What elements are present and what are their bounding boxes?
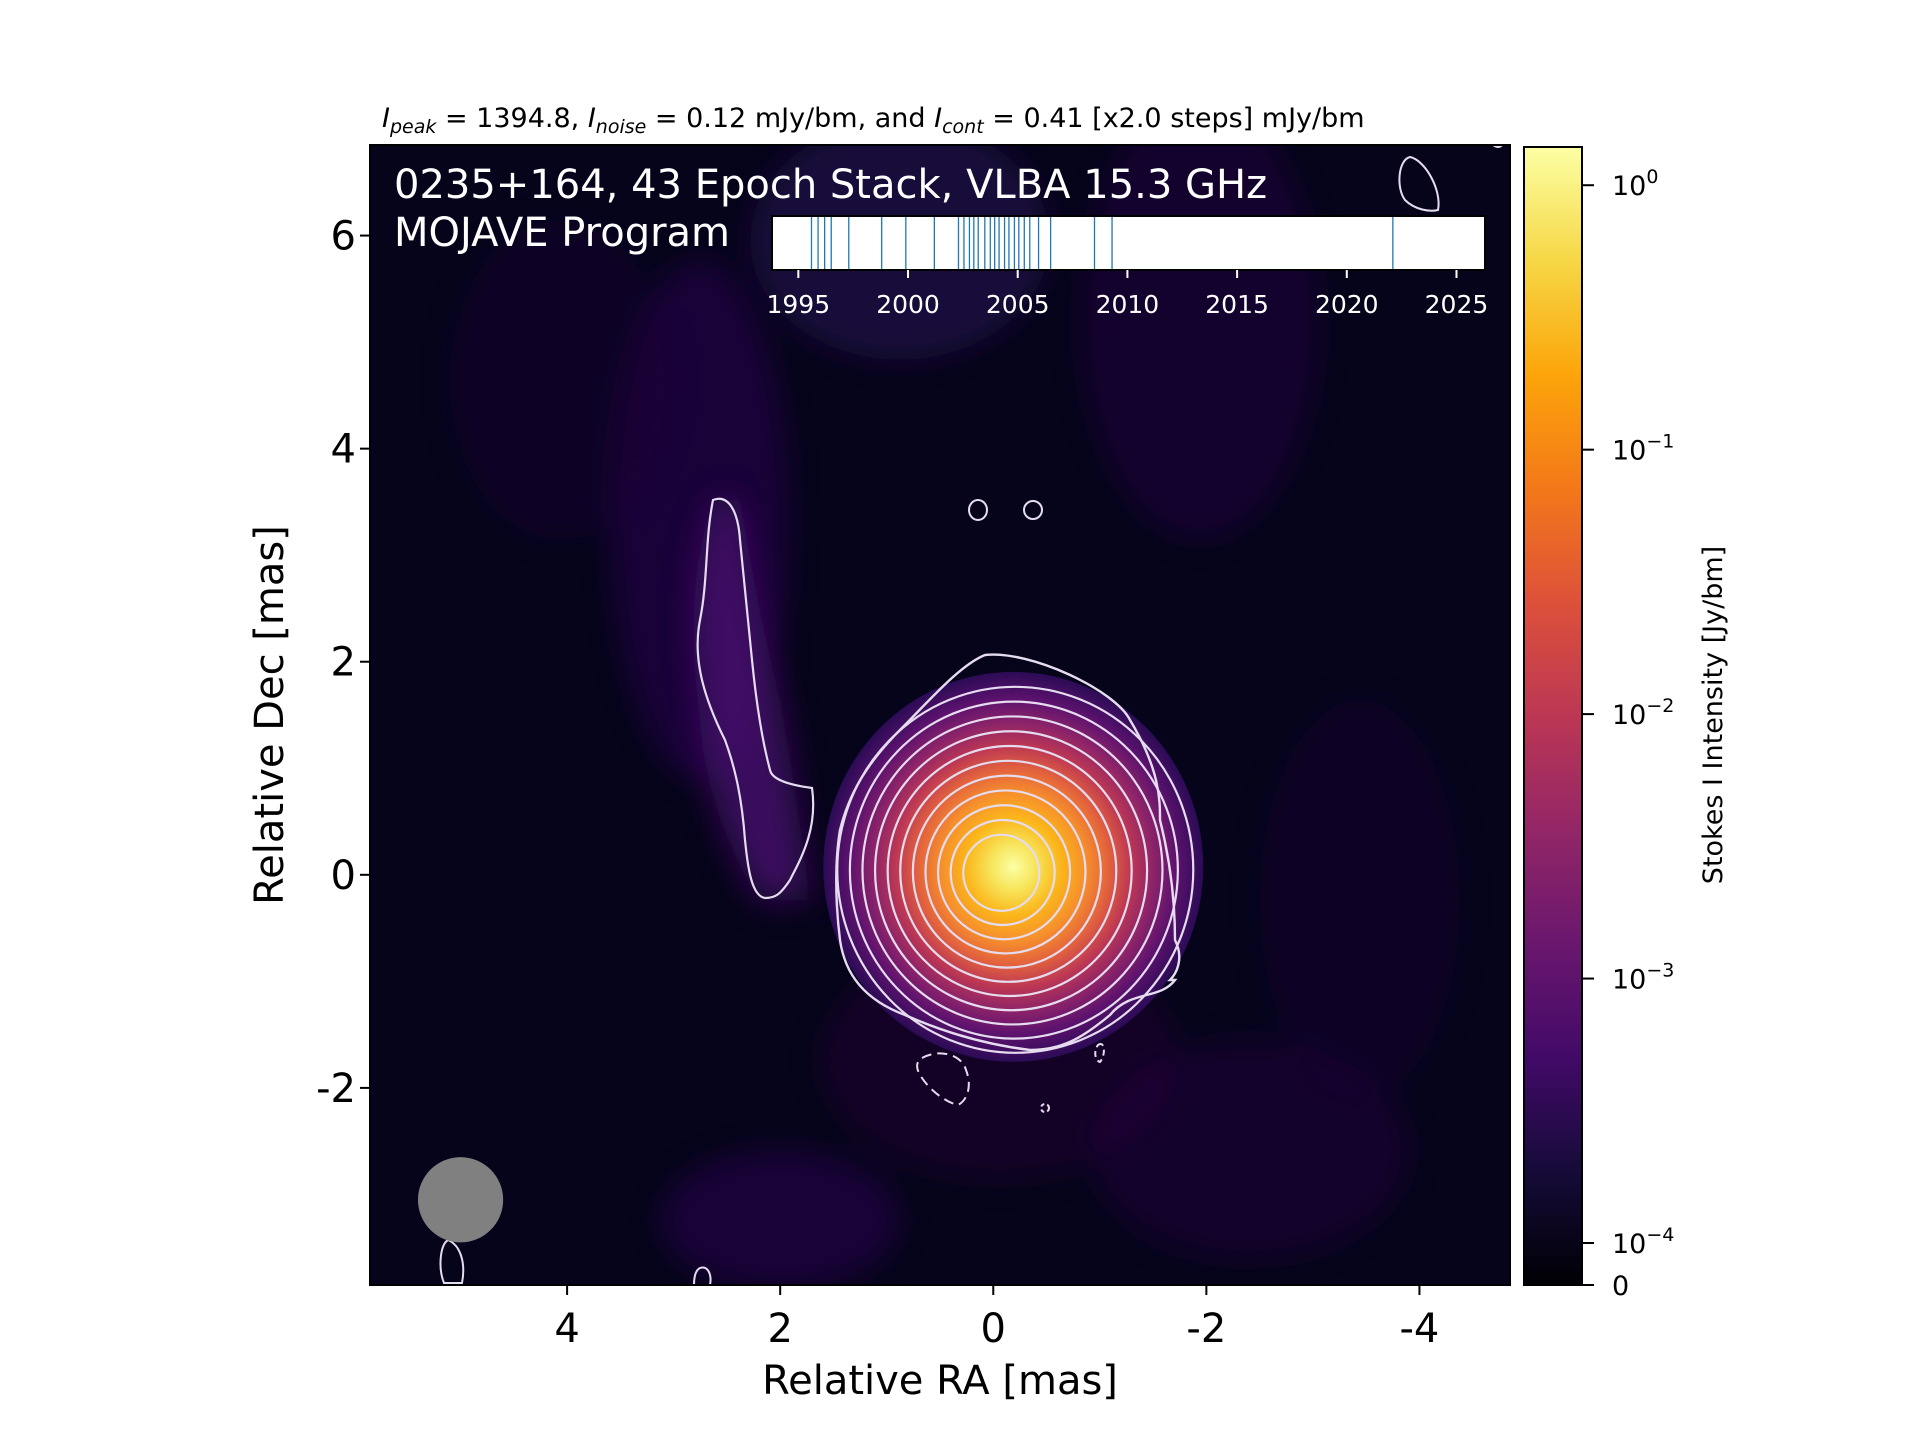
outer-contour [835, 653, 1181, 1052]
colorbar-tick-label: 10−1 [1612, 431, 1674, 467]
haze-blob [1260, 700, 1460, 1100]
x-tick-label: 0 [981, 1306, 1006, 1352]
epoch-tick-label: 2010 [1096, 290, 1160, 319]
contour-level [949, 818, 1056, 927]
y-tick-label: 2 [331, 640, 356, 686]
x-axis-label: Relative RA [mas] [762, 1358, 1118, 1404]
small-contour [1023, 500, 1043, 520]
contour-level [886, 744, 1133, 998]
edge-contour [692, 1266, 712, 1285]
epoch-axis-ticks: 1995 2000 2005 2010 2015 2020 2025 [767, 270, 1489, 319]
haze-blob [660, 1150, 900, 1285]
x-axis-ticks: 4 2 0 -2 -4 [554, 1285, 1439, 1352]
image-panel [370, 145, 1510, 1285]
contour-level [911, 774, 1102, 969]
contour-level [836, 685, 1195, 1054]
colorbar-tick-label: 10−4 [1612, 1224, 1674, 1260]
epoch-lines [810, 217, 1394, 269]
y-tick-label: 6 [331, 214, 356, 260]
jet-emission [693, 500, 810, 900]
y-tick-label: 4 [331, 427, 356, 473]
contour-level [962, 833, 1041, 912]
epoch-timeline-inset: 1995 2000 2005 2010 2015 2020 2025 [767, 215, 1489, 319]
colorbar-ticks: 0 10−4 10−3 10−2 10−1 100 [1582, 166, 1674, 1302]
overlay-title-line1: 0235+164, 43 Epoch Stack, VLBA 15.3 GHz [394, 162, 1267, 208]
jet-contour [696, 497, 815, 900]
y-tick-label: -2 [316, 1066, 356, 1112]
x-tick-label: -2 [1186, 1306, 1226, 1352]
beam-ellipse [417, 1157, 504, 1243]
colorbar-tick-label: 100 [1612, 166, 1658, 202]
contour-level [861, 715, 1164, 1026]
contour-level [924, 789, 1087, 955]
negative-contour [1094, 1043, 1105, 1064]
haze-blob [1090, 1040, 1410, 1260]
colorbar-tick-label: 0 [1612, 1271, 1629, 1302]
colorbar-tick-label: 10−3 [1612, 960, 1674, 996]
colorbar-label: Stokes I Intensity [Jy/bm] [1698, 546, 1729, 884]
contour-level [873, 730, 1149, 1012]
y-axis-ticks: 6 4 2 0 -2 [316, 214, 370, 1112]
negative-contour [916, 1052, 970, 1107]
epoch-tick-label: 2025 [1425, 290, 1489, 319]
epoch-tick-label: 2020 [1315, 290, 1379, 319]
image-frame [369, 144, 1511, 1286]
x-tick-label: -4 [1399, 1306, 1439, 1352]
contour-lines [439, 145, 1503, 1285]
haze-blob [450, 220, 670, 540]
small-contour [968, 499, 988, 521]
overlay-title-line2: MOJAVE Program [394, 210, 730, 256]
contour-level [848, 700, 1179, 1040]
y-axis-label: Relative Dec [mas] [247, 525, 293, 905]
epoch-tick-label: 2005 [986, 290, 1050, 319]
epoch-tick-label: 1995 [767, 290, 831, 319]
colorbar: 0 10−4 10−3 10−2 10−1 100 Stokes I Intensity … [1523, 146, 1729, 1302]
colorbar-tick-label: 10−2 [1612, 695, 1674, 731]
epoch-timeline-box [771, 215, 1486, 271]
x-tick-label: 4 [554, 1306, 579, 1352]
contour-level [899, 759, 1118, 983]
epoch-tick-label: 2000 [876, 290, 940, 319]
colorbar-gradient [1523, 146, 1583, 1286]
figure-caption: Ipeak = 1394.8, Inoise = 0.12 mJy/bm, an… [382, 103, 1365, 138]
edge-contour [439, 1238, 465, 1284]
y-tick-label: 0 [331, 853, 356, 899]
x-tick-label: 2 [767, 1306, 792, 1352]
contour-level [936, 804, 1072, 941]
epoch-tick-label: 2015 [1205, 290, 1269, 319]
edge-contour [1398, 155, 1440, 212]
negative-contour [1040, 1103, 1050, 1113]
